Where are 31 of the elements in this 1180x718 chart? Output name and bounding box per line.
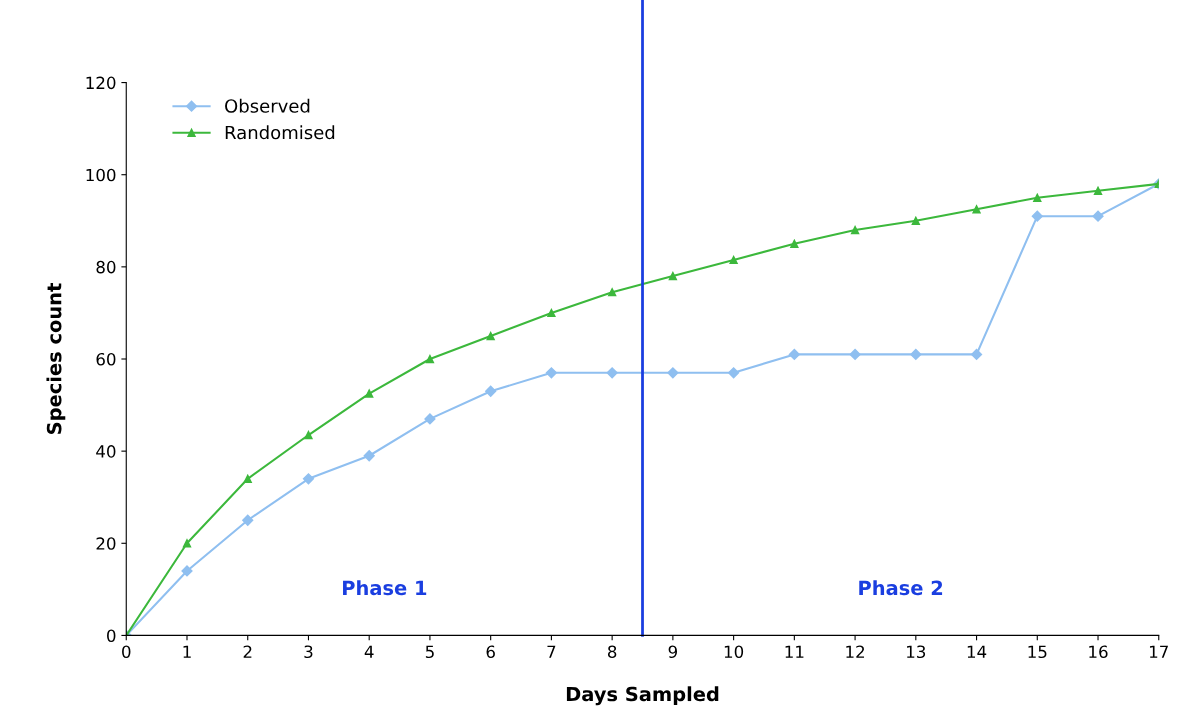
x-tick-label: 1 (183, 645, 191, 658)
x-tick-label: 0 (122, 645, 131, 659)
x-tick-label: 10 (724, 645, 744, 659)
x-tick-label: 13 (907, 645, 926, 659)
y-tick-label: 60 (96, 352, 116, 366)
y-tick-label: 80 (96, 260, 116, 274)
x-tick-label: 15 (1028, 645, 1047, 659)
x-tick-label: 8 (607, 645, 617, 659)
y-axis-title: Species count (46, 283, 66, 434)
x-tick-label: 17 (1149, 645, 1168, 658)
x-tick-label: 4 (364, 645, 374, 658)
annotation: Phase 2 (859, 580, 943, 596)
y-tick-label: 40 (96, 445, 116, 458)
y-tick-label: 100 (86, 168, 116, 182)
x-tick-label: 3 (304, 645, 313, 659)
x-tick-label: 7 (547, 645, 556, 658)
x-tick-label: 14 (967, 645, 987, 658)
x-tick-label: 11 (785, 645, 804, 658)
x-tick-label: 9 (668, 645, 678, 659)
x-tick-label: 6 (486, 645, 495, 659)
x-tick-label: 2 (243, 645, 252, 658)
x-tick-label: 16 (1089, 645, 1108, 659)
y-tick-label: 20 (96, 537, 116, 550)
y-tick-label: 120 (86, 76, 116, 90)
x-tick-label: 12 (846, 645, 865, 658)
legend-label: Observed (225, 98, 310, 113)
legend-label: Randomised (225, 125, 335, 140)
annotation: Phase 1 (343, 580, 427, 596)
y-tick-label: 0 (107, 629, 116, 642)
x-axis-title: Days Sampled (566, 686, 719, 706)
x-tick-label: 5 (425, 645, 434, 659)
